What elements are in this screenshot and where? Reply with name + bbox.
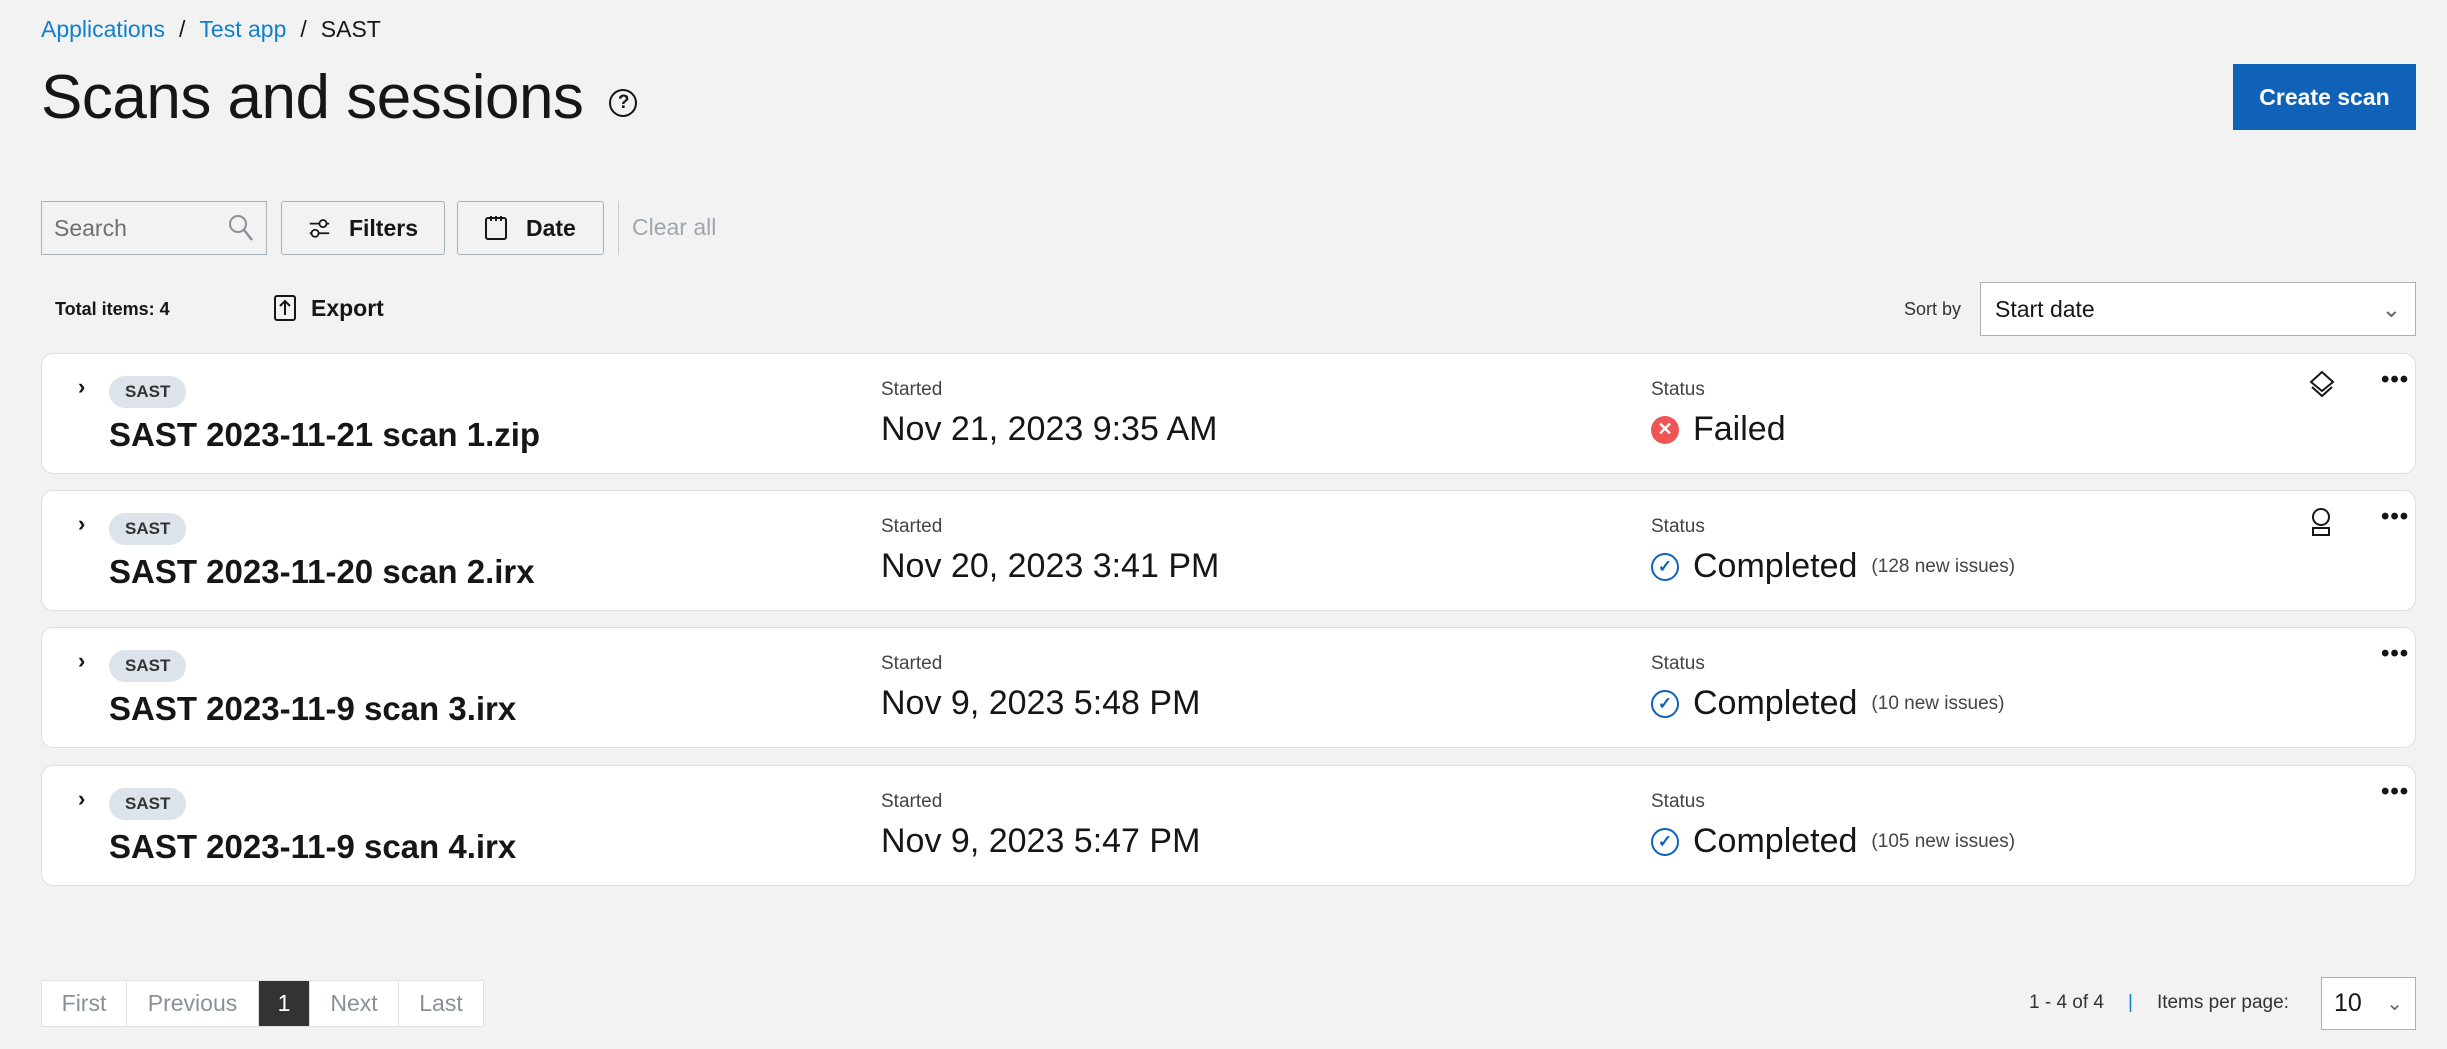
sort-by-label: Sort by [1904,299,1962,319]
started-date: Nov 20, 2023 3:41 PM [881,547,1220,585]
status-text: Completed [1693,822,1858,860]
scan-name[interactable]: SAST 2023-11-20 scan 2.irx [109,553,535,590]
previous-page-button[interactable]: Previous [127,981,259,1026]
chevron-down-icon: ⌄ [2381,295,2401,322]
calendar-icon [485,216,507,240]
date-button[interactable]: Date [457,201,604,255]
failed-icon: ✕ [1651,415,1679,444]
toolbar-divider [618,201,619,255]
search-input[interactable]: Search [41,201,267,255]
overflow-menu-icon[interactable]: ••• [2381,503,2410,530]
status-label: Status [1651,791,1705,812]
started-label: Started [881,379,943,400]
filters-button[interactable]: Filters [281,201,445,255]
total-items: Total items: 4 [55,299,170,319]
status-value: ✕ Failed [1651,410,1800,449]
filters-label: Filters [348,214,418,241]
started-date: Nov 9, 2023 5:47 PM [881,822,1201,860]
create-scan-button[interactable]: Create scan [2233,64,2416,130]
started-date: Nov 9, 2023 5:48 PM [881,684,1201,722]
page-title: Scans and sessions [41,63,584,132]
items-per-page-label: Items per page: [2156,992,2289,1013]
pagination: First Previous 1 Next Last [41,980,484,1027]
scan-type-tag: SAST [109,788,187,820]
chevron-down-icon: ⌄ [2386,993,2403,1015]
breadcrumb-test-app[interactable]: Test app [199,16,287,42]
last-page-button[interactable]: Last [419,990,463,1016]
status-label: Status [1651,379,1705,400]
scan-type-tag: SAST [109,650,187,682]
new-issues-count: (128 new issues) [1871,555,2016,577]
overflow-menu-icon[interactable]: ••• [2381,778,2410,805]
scan-card[interactable]: › SAST SAST 2023-11-21 scan 1.zip Starte… [41,353,2416,474]
breadcrumb-applications[interactable]: Applications [41,16,166,42]
status-value: ✓ Completed (128 new issues) [1651,547,2015,586]
status-text: Failed [1693,410,1786,448]
layers-icon[interactable] [2308,370,2336,404]
status-value: ✓ Completed (105 new issues) [1651,822,2015,861]
help-icon[interactable]: ? [609,88,638,117]
new-issues-count: (105 new issues) [1871,830,2016,852]
expand-chevron-icon[interactable]: › [78,648,86,673]
next-page-button[interactable]: Next [310,981,399,1026]
status-text: Completed [1693,547,1858,585]
scan-type-tag: SAST [109,376,187,408]
started-date: Nov 21, 2023 9:35 AM [881,410,1218,448]
status-text: Completed [1693,684,1858,722]
completed-icon: ✓ [1651,827,1679,856]
scan-card[interactable]: › SAST SAST 2023-11-9 scan 4.irx Started… [41,765,2416,886]
overflow-menu-icon[interactable]: ••• [2381,640,2410,667]
new-issues-count: (10 new issues) [1871,692,2005,714]
breadcrumb: Applications / Test app / SAST [41,16,381,43]
export-label: Export [311,294,384,321]
page-1-button[interactable]: 1 [259,981,310,1026]
first-page-button[interactable]: First [42,981,127,1026]
sort-value: Start date [1995,295,2095,322]
scan-card[interactable]: › SAST SAST 2023-11-20 scan 2.irx Starte… [41,490,2416,611]
overflow-menu-icon[interactable]: ••• [2381,366,2410,393]
started-label: Started [881,791,943,812]
page-header: Scans and sessions ? [41,62,638,133]
search-placeholder: Search [54,214,127,241]
completed-icon: ✓ [1651,552,1679,581]
range-separator: | [2128,992,2133,1013]
scan-type-tag: SAST [109,513,187,545]
expand-chevron-icon[interactable]: › [78,511,86,536]
expand-chevron-icon[interactable]: › [78,374,86,399]
export-button[interactable]: Export [273,294,384,322]
sort-select[interactable]: Start date ⌄ [1980,282,2416,336]
status-value: ✓ Completed (10 new issues) [1651,684,2004,723]
expand-chevron-icon[interactable]: › [78,786,86,811]
started-label: Started [881,653,943,674]
search-icon [229,215,253,241]
filters-icon [309,219,330,238]
scan-name[interactable]: SAST 2023-11-9 scan 4.irx [109,828,517,865]
items-per-page-select[interactable]: 10 ⌄ [2321,977,2416,1030]
completed-icon: ✓ [1651,689,1679,718]
clear-all-button[interactable]: Clear all [632,214,717,240]
export-icon [274,295,296,321]
scan-card[interactable]: › SAST SAST 2023-11-9 scan 3.irx Started… [41,627,2416,748]
scan-name[interactable]: SAST 2023-11-9 scan 3.irx [109,690,517,727]
pagination-range: 1 - 4 of 4 | Items per page: [2029,992,2289,1014]
scan-name[interactable]: SAST 2023-11-21 scan 1.zip [109,416,541,453]
breadcrumb-current: SAST [320,16,381,42]
user-icon[interactable] [2308,507,2334,543]
breadcrumb-separator: / [300,16,307,42]
status-label: Status [1651,516,1705,537]
breadcrumb-separator: / [179,16,186,42]
status-label: Status [1651,653,1705,674]
items-per-page-value: 10 [2334,989,2362,1017]
started-label: Started [881,516,943,537]
date-label: Date [526,214,576,241]
range-text: 1 - 4 of 4 [2029,992,2104,1013]
